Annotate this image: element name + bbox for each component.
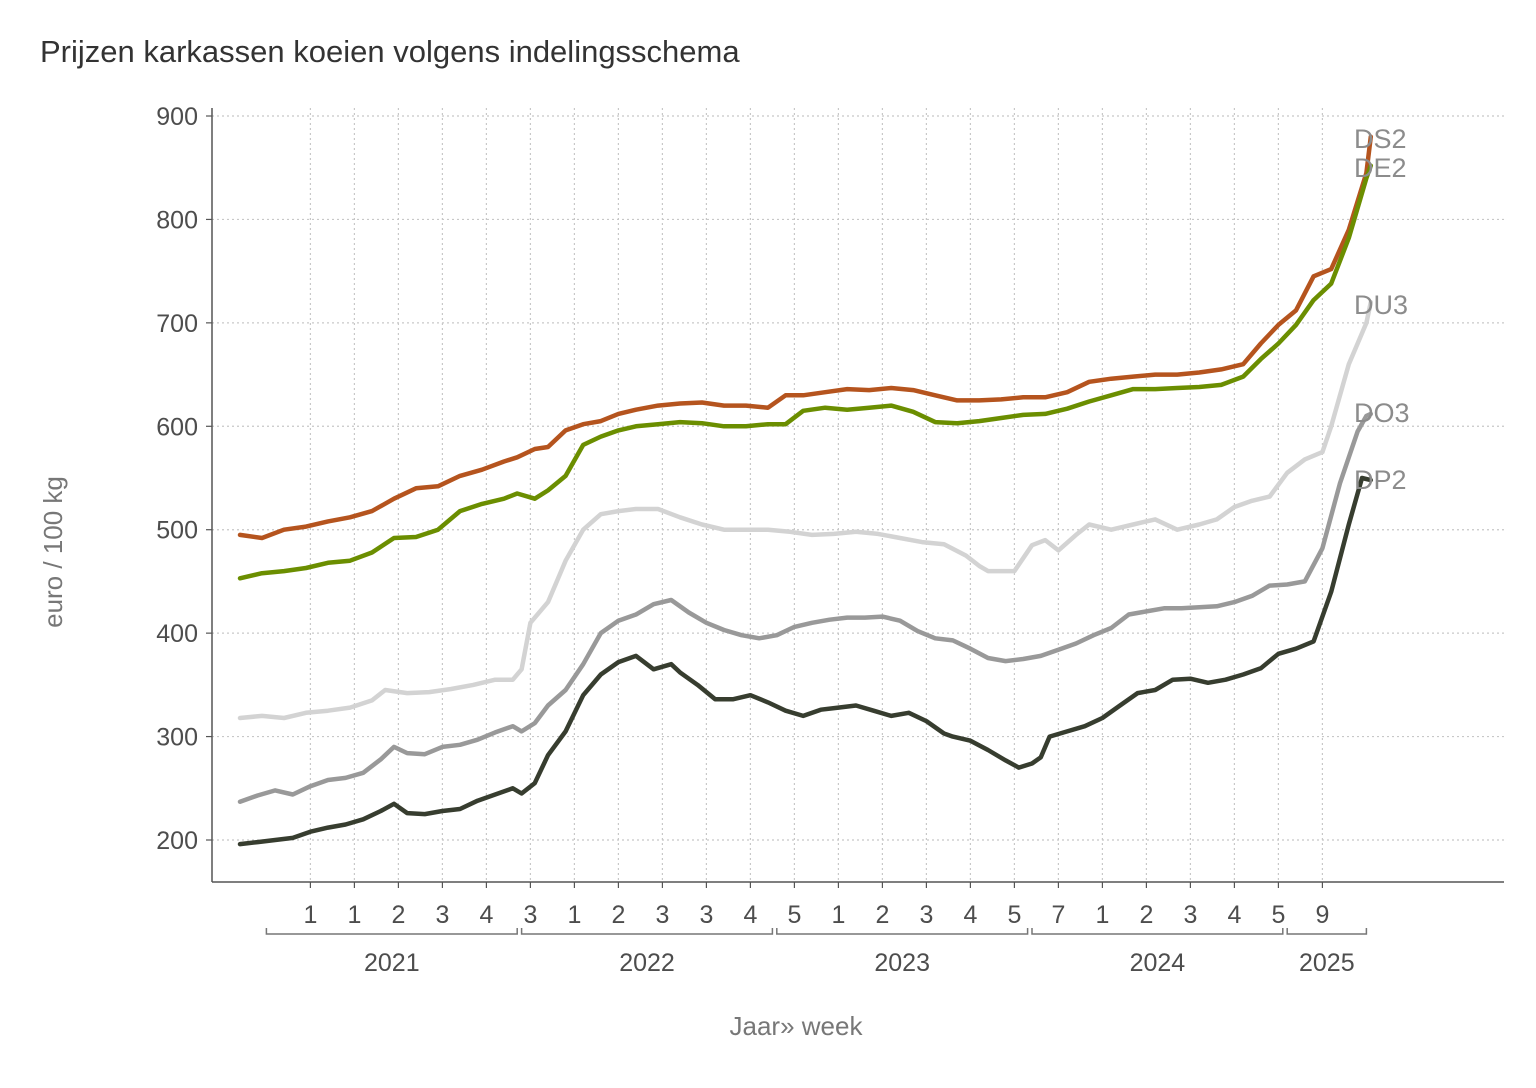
series-label-dp2: DP2 xyxy=(1354,465,1407,495)
series-line-de2 xyxy=(237,163,1374,581)
y-tick-label: 800 xyxy=(156,206,198,234)
x-tick-label: 1 xyxy=(1095,901,1109,929)
x-tick-label: 4 xyxy=(963,901,977,929)
y-tick-label: 700 xyxy=(156,310,198,338)
year-bracket xyxy=(1286,928,1368,935)
x-tick-label: 3 xyxy=(435,901,449,929)
y-tick-label: 500 xyxy=(156,517,198,545)
x-tick-label: 7 xyxy=(1051,901,1065,929)
year-axis: 2021 2022 2023 2024 2025 xyxy=(265,928,1368,977)
x-tick-label: 1 xyxy=(303,901,317,929)
series-label-do3: DO3 xyxy=(1354,398,1410,428)
series-line-do3 xyxy=(237,411,1374,804)
year-label: 2024 xyxy=(1130,949,1186,977)
chart-title: Prijzen karkassen koeien volgens indelin… xyxy=(40,34,740,69)
x-tick-label: 2 xyxy=(1139,901,1153,929)
x-tick-label: 3 xyxy=(523,901,537,929)
x-tick-label: 5 xyxy=(787,901,801,929)
x-tick-label: 2 xyxy=(391,901,405,929)
x-tick-label: 4 xyxy=(743,901,757,929)
x-tick-label: 9 xyxy=(1315,901,1329,929)
year-label: 2021 xyxy=(364,949,420,977)
y-tick-label: 200 xyxy=(156,827,198,855)
x-axis-title: Jaar» week xyxy=(730,1011,864,1041)
x-tick-label: 3 xyxy=(655,901,669,929)
y-tick-label: 400 xyxy=(156,620,198,648)
x-tick-label: 3 xyxy=(919,901,933,929)
y-tick-label: 900 xyxy=(156,103,198,131)
year-bracket xyxy=(265,928,518,935)
year-label: 2025 xyxy=(1299,949,1355,977)
series-line-dp2 xyxy=(237,475,1374,847)
x-tick-label: 5 xyxy=(1007,901,1021,929)
y-tick-label: 300 xyxy=(156,724,198,752)
series-label-du3: DU3 xyxy=(1354,290,1408,320)
x-tick-label: 1 xyxy=(347,901,361,929)
x-tick-label: 1 xyxy=(831,901,845,929)
y-tick-labels: 200 300 400 500 600 700 800 900 xyxy=(156,103,198,855)
y-axis-title: euro / 100 kg xyxy=(38,476,68,628)
y-tick-label: 600 xyxy=(156,413,198,441)
x-tick-label: 5 xyxy=(1271,901,1285,929)
x-tick-label: 3 xyxy=(699,901,713,929)
series-line-du3 xyxy=(237,299,1374,721)
year-label: 2023 xyxy=(874,949,930,977)
year-bracket xyxy=(776,928,1029,935)
axes xyxy=(206,108,1504,888)
x-tick-labels: 1 1 2 3 4 3 1 2 3 3 4 5 1 2 3 4 5 7 1 2 3 4 5 9 xyxy=(303,901,1329,929)
year-label: 2022 xyxy=(619,949,675,977)
year-bracket xyxy=(520,928,774,935)
series-lines xyxy=(237,134,1374,847)
year-bracket xyxy=(1031,928,1284,935)
series-line-ds2 xyxy=(237,134,1374,541)
series-label-de2: DE2 xyxy=(1354,153,1407,183)
x-tick-label: 3 xyxy=(1183,901,1197,929)
x-tick-label: 2 xyxy=(611,901,625,929)
x-tick-label: 2 xyxy=(875,901,889,929)
x-tick-label: 1 xyxy=(567,901,581,929)
x-tick-label: 4 xyxy=(1227,901,1241,929)
series-label-ds2: DS2 xyxy=(1354,124,1407,154)
x-tick-label: 4 xyxy=(479,901,493,929)
